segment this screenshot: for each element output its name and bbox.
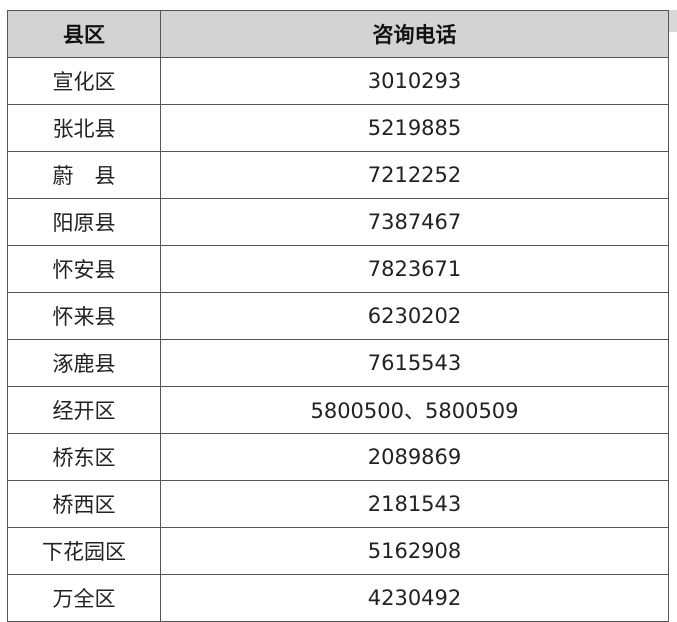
district-cell: 怀安县	[7, 245, 161, 293]
phone-cell: 5219885	[160, 104, 669, 152]
table-row: 经开区 5800500、5800509	[7, 386, 669, 434]
district-cell: 怀来县	[7, 292, 161, 340]
header-district: 县区	[7, 10, 161, 58]
phone-cell: 7387467	[160, 198, 669, 246]
district-cell: 宣化区	[7, 57, 161, 105]
district-cell: 万全区	[7, 574, 161, 622]
table-row: 桥西区 2181543	[7, 480, 669, 528]
table-row: 涿鹿县 7615543	[7, 339, 669, 387]
table-row: 蔚 县 7212252	[7, 151, 669, 199]
phone-cell: 7212252	[160, 151, 669, 199]
phone-cell: 3010293	[160, 57, 669, 105]
district-cell: 阳原县	[7, 198, 161, 246]
phone-cell: 2089869	[160, 433, 669, 481]
district-cell: 蔚 县	[7, 151, 161, 199]
table-row: 下花园区 5162908	[7, 527, 669, 575]
hotline-table: 县区 咨询电话 宣化区 3010293 张北县 5219885 蔚 县 7212252 阳原…	[7, 10, 669, 622]
header-row: 县区 咨询电话	[7, 10, 669, 58]
table-body: 宣化区 3010293 张北县 5219885 蔚 县 7212252 阳原县 7387467…	[7, 57, 669, 622]
district-cell: 张北县	[7, 104, 161, 152]
district-cell: 桥西区	[7, 480, 161, 528]
phone-cell: 2181543	[160, 480, 669, 528]
phone-cell: 6230202	[160, 292, 669, 340]
district-cell: 涿鹿县	[7, 339, 161, 387]
phone-cell: 7615543	[160, 339, 669, 387]
phone-cell: 7823671	[160, 245, 669, 293]
phone-cell: 5800500、5800509	[160, 386, 669, 434]
page-edge	[669, 10, 677, 32]
table-row: 阳原县 7387467	[7, 198, 669, 246]
district-cell: 经开区	[7, 386, 161, 434]
district-cell: 桥东区	[7, 433, 161, 481]
table-row: 宣化区 3010293	[7, 57, 669, 105]
phone-cell: 4230492	[160, 574, 669, 622]
table-row: 张北县 5219885	[7, 104, 669, 152]
table-row: 桥东区 2089869	[7, 433, 669, 481]
table-row: 万全区 4230492	[7, 574, 669, 622]
header-phone: 咨询电话	[160, 10, 669, 58]
table-row: 怀安县 7823671	[7, 245, 669, 293]
table-row: 怀来县 6230202	[7, 292, 669, 340]
district-cell: 下花园区	[7, 527, 161, 575]
phone-cell: 5162908	[160, 527, 669, 575]
